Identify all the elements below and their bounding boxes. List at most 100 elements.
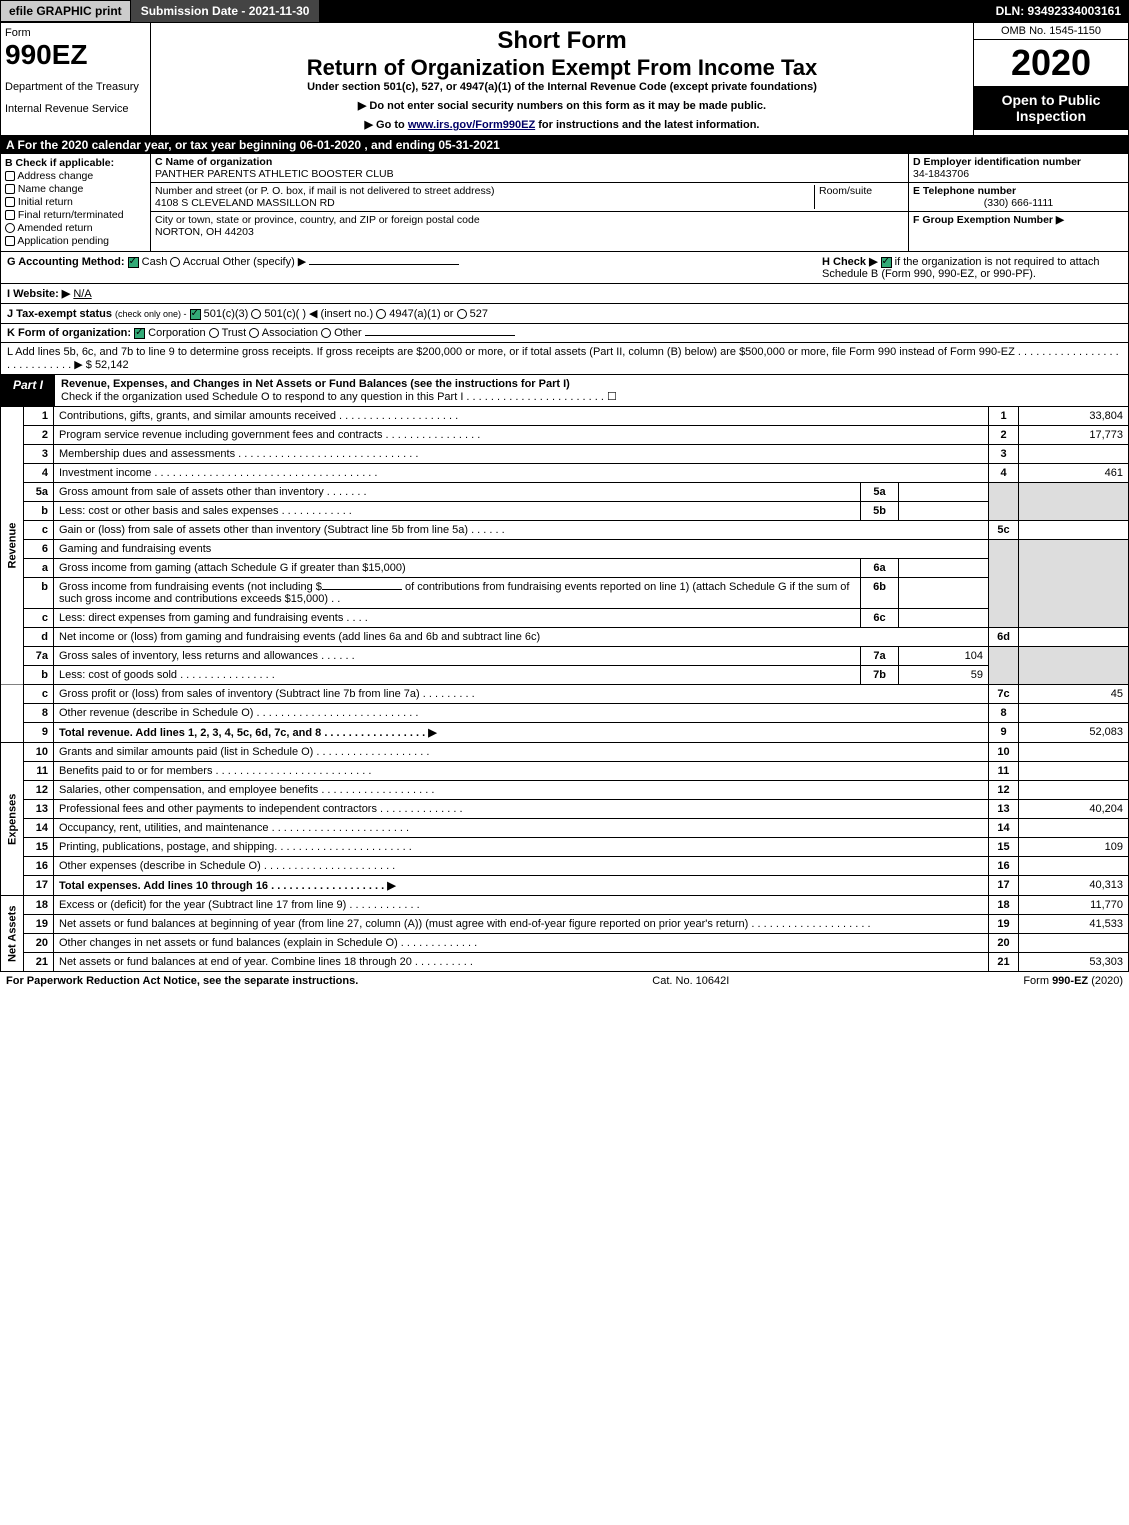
checkbox-trust[interactable] <box>209 328 219 338</box>
header-mid: Short Form Return of Organization Exempt… <box>151 23 973 135</box>
org-city: NORTON, OH 44203 <box>155 226 254 238</box>
tax-year: 2020 <box>974 40 1128 86</box>
line-7a-subnum: 7a <box>861 647 899 666</box>
checkbox-cash[interactable] <box>128 257 139 268</box>
line-7c-num: c <box>24 685 54 704</box>
line-10-num: 10 <box>24 743 54 762</box>
line-6c-subnum: 6c <box>861 609 899 628</box>
footer-cat: Cat. No. 10642I <box>652 975 729 987</box>
irs-link[interactable]: www.irs.gov/Form990EZ <box>408 119 535 131</box>
line-6b-subnum: 6b <box>861 578 899 609</box>
line-7b-subamt: 59 <box>899 666 989 685</box>
checkbox-527[interactable] <box>457 309 467 319</box>
shade-7-amt <box>1019 647 1129 685</box>
line-20-text: Other changes in net assets or fund bala… <box>54 934 989 953</box>
line-2-amt: 17,773 <box>1019 426 1129 445</box>
line-6d-ref: 6d <box>989 628 1019 647</box>
checkbox-other-org[interactable] <box>321 328 331 338</box>
line-18-text: Excess or (deficit) for the year (Subtra… <box>54 896 989 915</box>
line-5c-amt <box>1019 521 1129 540</box>
line-5b-text: Less: cost or other basis and sales expe… <box>54 502 861 521</box>
line-15-amt: 109 <box>1019 838 1129 857</box>
h-label: H Check ▶ <box>822 256 878 268</box>
shade-6-amt <box>1019 540 1129 628</box>
checkbox-accrual[interactable] <box>170 257 180 267</box>
line-6a-text: Gross income from gaming (attach Schedul… <box>54 559 861 578</box>
line-17-ref: 17 <box>989 876 1019 896</box>
line-5a-text: Gross amount from sale of assets other t… <box>54 483 861 502</box>
line-3-ref: 3 <box>989 445 1019 464</box>
opt-501c3: 501(c)(3) <box>204 308 249 320</box>
line-6-text: Gaming and fundraising events <box>54 540 989 559</box>
checkbox-association[interactable] <box>249 328 259 338</box>
ein-label: D Employer identification number <box>913 156 1081 168</box>
line-3-amt <box>1019 445 1129 464</box>
shade-5 <box>989 483 1019 521</box>
g-label: G Accounting Method: <box>7 256 125 268</box>
checkbox-4947[interactable] <box>376 309 386 319</box>
line-8-amt <box>1019 704 1129 723</box>
checkbox-schedule-b[interactable] <box>881 257 892 268</box>
opt-accrual: Accrual <box>183 256 220 268</box>
group-exemption-label: F Group Exemption Number ▶ <box>913 214 1064 226</box>
checkbox-application-pending[interactable] <box>5 236 15 246</box>
line-4-text: Investment income . . . . . . . . . . . … <box>54 464 989 483</box>
line-13-text: Professional fees and other payments to … <box>54 800 989 819</box>
opt-other-org: Other <box>334 327 362 339</box>
org-address: 4108 S CLEVELAND MASSILLON RD <box>155 197 335 209</box>
line-a: A For the 2020 calendar year, or tax yea… <box>0 136 1129 154</box>
line-14-text: Occupancy, rent, utilities, and maintena… <box>54 819 989 838</box>
line-4-ref: 4 <box>989 464 1019 483</box>
efile-print-button[interactable]: efile GRAPHIC print <box>0 0 131 22</box>
opt-4947: 4947(a)(1) or <box>389 308 453 320</box>
line-19-amt: 41,533 <box>1019 915 1129 934</box>
ein-value: 34-1843706 <box>913 168 969 180</box>
b-label: B Check if applicable: <box>5 157 146 169</box>
checkbox-501c[interactable] <box>251 309 261 319</box>
addr-label: Number and street (or P. O. box, if mail… <box>155 185 494 197</box>
l-value: 52,142 <box>95 359 129 371</box>
dept-treasury: Department of the Treasury <box>5 81 146 93</box>
line-16-amt <box>1019 857 1129 876</box>
line-4-num: 4 <box>24 464 54 483</box>
line-6b-text: Gross income from fundraising events (no… <box>54 578 861 609</box>
checkbox-corporation[interactable] <box>134 328 145 339</box>
line-2-num: 2 <box>24 426 54 445</box>
line-1-num: 1 <box>24 407 54 426</box>
checkbox-final-return[interactable] <box>5 210 15 220</box>
checkbox-amended-return[interactable] <box>5 223 15 233</box>
opt-corporation: Corporation <box>148 327 205 339</box>
part1-header: Part I Revenue, Expenses, and Changes in… <box>0 375 1129 407</box>
line-16-num: 16 <box>24 857 54 876</box>
footer-right: Form 990-EZ (2020) <box>1023 975 1123 987</box>
line-5c-num: c <box>24 521 54 540</box>
checkbox-address-change[interactable] <box>5 171 15 181</box>
checkbox-initial-return[interactable] <box>5 197 15 207</box>
checkbox-501c3[interactable] <box>190 309 201 320</box>
shade-5-amt <box>1019 483 1129 521</box>
line-6d-amt <box>1019 628 1129 647</box>
opt-cash: Cash <box>142 256 168 268</box>
j-sub: (check only one) - <box>115 309 187 319</box>
shade-7 <box>989 647 1019 685</box>
line-6d-text: Net income or (loss) from gaming and fun… <box>54 628 989 647</box>
line-11-ref: 11 <box>989 762 1019 781</box>
opt-name-change: Name change <box>18 183 83 195</box>
section-b: B Check if applicable: Address change Na… <box>0 154 1129 252</box>
k-row: K Form of organization: Corporation Trus… <box>0 324 1129 343</box>
org-name: PANTHER PARENTS ATHLETIC BOOSTER CLUB <box>155 168 394 180</box>
line-7c-text: Gross profit or (loss) from sales of inv… <box>54 685 989 704</box>
line-7a-text: Gross sales of inventory, less returns a… <box>54 647 861 666</box>
line-21-num: 21 <box>24 953 54 972</box>
line-5b-subamt <box>899 502 989 521</box>
line-8-num: 8 <box>24 704 54 723</box>
line-13-amt: 40,204 <box>1019 800 1129 819</box>
form-subtitle: Under section 501(c), 527, or 4947(a)(1)… <box>157 81 967 93</box>
checkbox-name-change[interactable] <box>5 184 15 194</box>
g-h-row: G Accounting Method: Cash Accrual Other … <box>0 252 1129 284</box>
line-18-amt: 11,770 <box>1019 896 1129 915</box>
opt-527: 527 <box>470 308 488 320</box>
line-6d-num: d <box>24 628 54 647</box>
line-6c-num: c <box>24 609 54 628</box>
line-7a-subamt: 104 <box>899 647 989 666</box>
